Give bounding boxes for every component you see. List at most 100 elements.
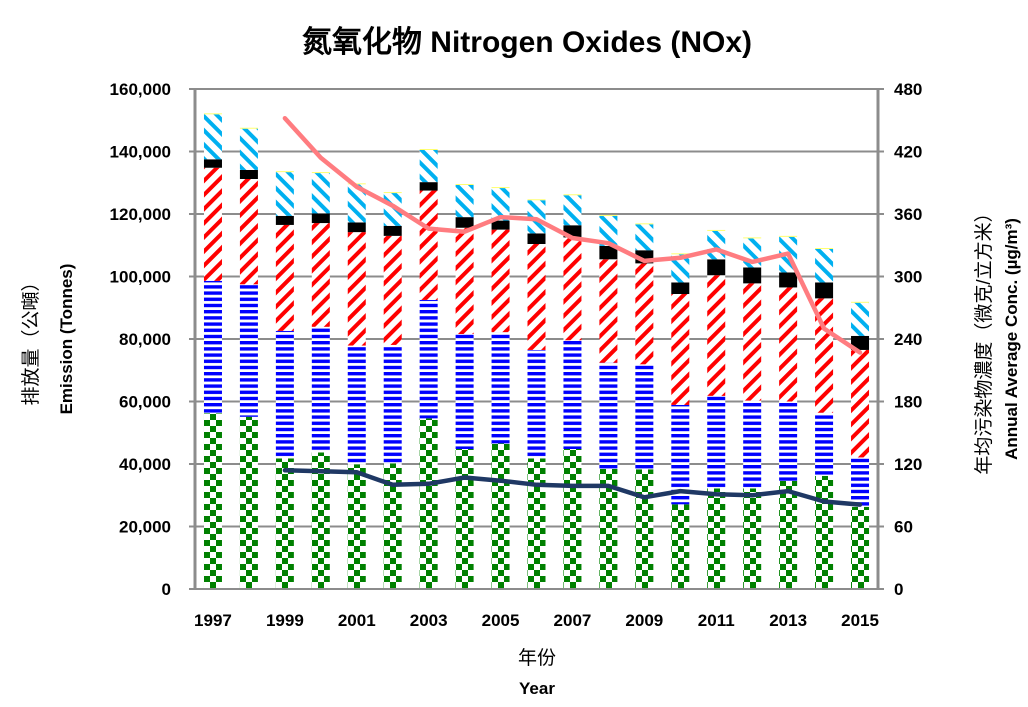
- y2-tick-label: 480: [894, 80, 922, 99]
- bar-segment-1997-s3: [203, 159, 222, 168]
- bar-segment-1999-s2: [275, 224, 294, 331]
- bar-segment-2014-s4: [815, 249, 834, 283]
- y2-tick-label: 0: [894, 580, 903, 599]
- bar-segment-2013-s0: [779, 480, 798, 589]
- bar-segment-2002-s1: [383, 344, 402, 464]
- bar-segment-2001-s4: [347, 184, 366, 223]
- y-tick-label: 60,000: [119, 393, 171, 412]
- x-tick-label: 2005: [482, 611, 520, 630]
- bar-segment-2008-s1: [599, 362, 618, 469]
- bar-segment-2011-s0: [707, 488, 726, 589]
- bar-segment-2001-s5: [347, 183, 366, 185]
- x-axis-label: Year: [519, 679, 555, 698]
- y2-tick-label: 360: [894, 205, 922, 224]
- bar-segment-2011-s4: [707, 230, 726, 260]
- bar-segment-2004-s3: [455, 217, 474, 228]
- y-tick-label: 160,000: [110, 80, 171, 99]
- bar-segment-1999-s3: [275, 215, 294, 225]
- bar-segment-2015-s3: [851, 335, 870, 350]
- bar-segment-2012-s3: [743, 267, 762, 284]
- bar-segment-1998-s1: [239, 284, 258, 417]
- bar-segment-2003-s3: [419, 182, 438, 191]
- bar-segment-2006-s2: [527, 244, 546, 350]
- bar-segment-2012-s1: [743, 400, 762, 489]
- bar-segment-2003-s1: [419, 299, 438, 419]
- bar-segment-1997-s1: [203, 280, 222, 414]
- bar-segment-1997-s4: [203, 114, 222, 160]
- y2-tick-label: 60: [894, 518, 913, 537]
- y-tick-label: 140,000: [110, 143, 171, 162]
- bar-segment-2004-s2: [455, 227, 474, 334]
- bar-segment-2009-s1: [635, 364, 654, 470]
- bar-segment-2014-s1: [815, 412, 834, 476]
- bar-segment-2006-s4: [527, 200, 546, 234]
- bar-segment-2010-s3: [671, 282, 690, 294]
- bar-segment-2002-s0: [383, 463, 402, 589]
- bar-segment-2001-s2: [347, 232, 366, 346]
- bar-segment-2010-s4: [671, 254, 690, 283]
- bar-segment-2012-s0: [743, 488, 762, 589]
- bar-segment-2015-s4: [851, 302, 870, 336]
- bar-segment-2005-s5: [491, 187, 510, 189]
- bar-segment-2009-s5: [635, 223, 654, 225]
- bar-segment-2011-s3: [707, 259, 726, 276]
- y-tick-label: 0: [162, 580, 171, 599]
- bar-segment-1999-s4: [275, 172, 294, 216]
- bar-segment-2008-s5: [599, 214, 618, 216]
- x-tick-label: 2001: [338, 611, 376, 630]
- x-tick-label: 1999: [266, 611, 304, 630]
- bar-segment-1997-s5: [203, 113, 222, 115]
- x-tick-label: 2007: [554, 611, 592, 630]
- bar-segment-1998-s0: [239, 416, 258, 589]
- x-tick-label: 2013: [769, 611, 807, 630]
- bar-segment-1997-s2: [203, 167, 222, 281]
- bar-segment-2014-s3: [815, 282, 834, 299]
- chart-title: 氮氧化物 Nitrogen Oxides (NOx): [302, 26, 752, 59]
- bar-segment-2000-s5: [311, 172, 330, 174]
- bar-segment-2013-s3: [779, 272, 798, 288]
- bar-segment-2007-s0: [563, 449, 582, 589]
- x-tick-label: 1997: [194, 611, 232, 630]
- bar-segment-2000-s1: [311, 326, 330, 453]
- x-tick-label: 2003: [410, 611, 448, 630]
- bar-segment-2015-s1: [851, 457, 870, 507]
- bar-segment-2010-s1: [671, 404, 690, 505]
- bar-segment-2008-s4: [599, 215, 618, 246]
- bar-segment-2006-s5: [527, 199, 546, 201]
- bar-segment-2007-s4: [563, 195, 582, 226]
- bar-segment-2007-s1: [563, 340, 582, 449]
- bar-segment-2014-s0: [815, 475, 834, 589]
- bar-segment-2014-s2: [815, 298, 834, 413]
- bar-segment-2006-s0: [527, 458, 546, 589]
- y2-tick-label: 120: [894, 455, 922, 474]
- bar-segment-2002-s2: [383, 235, 402, 345]
- concentration-line-0: [282, 115, 863, 355]
- bar-segment-2007-s5: [563, 194, 582, 196]
- bar-segment-2003-s2: [419, 190, 438, 300]
- y2-tick-label: 180: [894, 393, 922, 412]
- bar-segment-2009-s4: [635, 224, 654, 251]
- bar-segment-2007-s2: [563, 237, 582, 341]
- x-axis-label-zh: 年份: [518, 647, 556, 669]
- bar-segment-1997-s0: [203, 413, 222, 589]
- bar-segment-2004-s0: [455, 449, 474, 589]
- y2-tick-label: 240: [894, 330, 922, 349]
- bar-segment-2003-s4: [419, 149, 438, 183]
- y-axis-label: Emission (Tonnes): [57, 264, 76, 415]
- y-tick-label: 80,000: [119, 330, 171, 349]
- y2-axis-label-zh: 年均污染物濃度（微克/立方米）: [973, 203, 995, 474]
- y-tick-label: 120,000: [110, 205, 171, 224]
- bar-segment-2010-s2: [671, 294, 690, 405]
- bar-segment-2001-s3: [347, 222, 366, 233]
- bar-segment-2015-s5: [851, 301, 870, 303]
- bar-segment-2004-s1: [455, 334, 474, 449]
- bar-segment-2003-s0: [419, 418, 438, 589]
- bar-segment-2008-s2: [599, 259, 618, 363]
- bar-segment-1998-s4: [239, 128, 258, 170]
- bar-segment-2011-s1: [707, 395, 726, 489]
- x-tick-label: 2009: [625, 611, 663, 630]
- bar-segment-2000-s0: [311, 452, 330, 589]
- bar-segment-1999-s5: [275, 171, 294, 173]
- y-axis-label-zh: 排放量（公噸）: [20, 272, 42, 405]
- bar-segment-2010-s5: [671, 253, 690, 255]
